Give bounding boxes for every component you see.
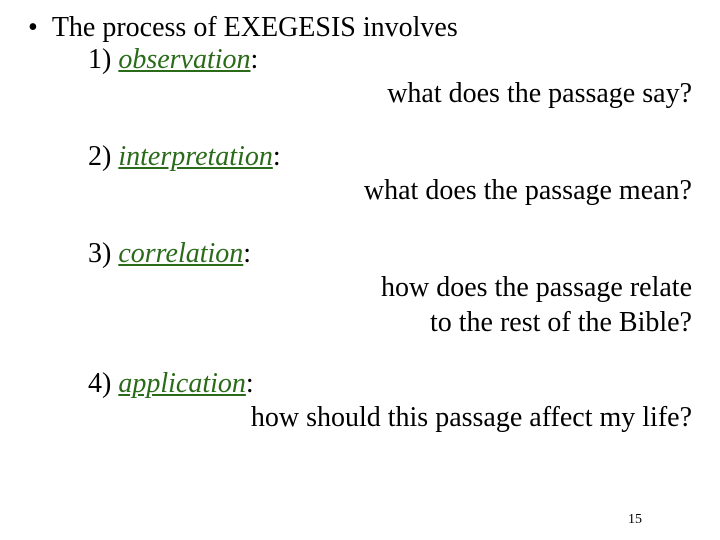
step-3-question-line1: how does the passage relate	[10, 270, 700, 305]
step-1-heading: 1) observation:	[88, 44, 700, 76]
step-4-question: how should this passage affect my life?	[10, 400, 700, 435]
step-2-colon: :	[273, 141, 281, 172]
step-4-colon: :	[246, 368, 254, 399]
intro-line: • The process of EXEGESIS involves	[28, 12, 700, 44]
step-1-question: what does the passage say?	[10, 76, 700, 111]
spacer	[10, 111, 700, 141]
step-1-colon: :	[251, 44, 259, 75]
step-2-num: 2)	[88, 141, 111, 172]
step-1-num: 1)	[88, 44, 111, 75]
step-4-heading: 4) application:	[88, 368, 700, 400]
spacer	[10, 340, 700, 368]
step-3-question-line2: to the rest of the Bible?	[10, 305, 700, 340]
step-1-word: observation	[118, 44, 250, 75]
step-2-heading: 2) interpretation:	[88, 141, 700, 173]
step-2-word: interpretation	[118, 141, 273, 172]
slide-content: • The process of EXEGESIS involves 1) ob…	[0, 0, 720, 443]
step-4-num: 4)	[88, 368, 111, 399]
page-number: 15	[628, 512, 642, 528]
spacer	[10, 208, 700, 238]
intro-text: The process of EXEGESIS involves	[52, 12, 458, 44]
step-4-word: application	[118, 368, 246, 399]
step-3-heading: 3) correlation:	[88, 238, 700, 270]
bullet-icon: •	[28, 12, 38, 44]
step-3-word: correlation	[118, 238, 243, 269]
step-2-question: what does the passage mean?	[10, 173, 700, 208]
step-3-colon: :	[243, 238, 251, 269]
step-3-num: 3)	[88, 238, 111, 269]
